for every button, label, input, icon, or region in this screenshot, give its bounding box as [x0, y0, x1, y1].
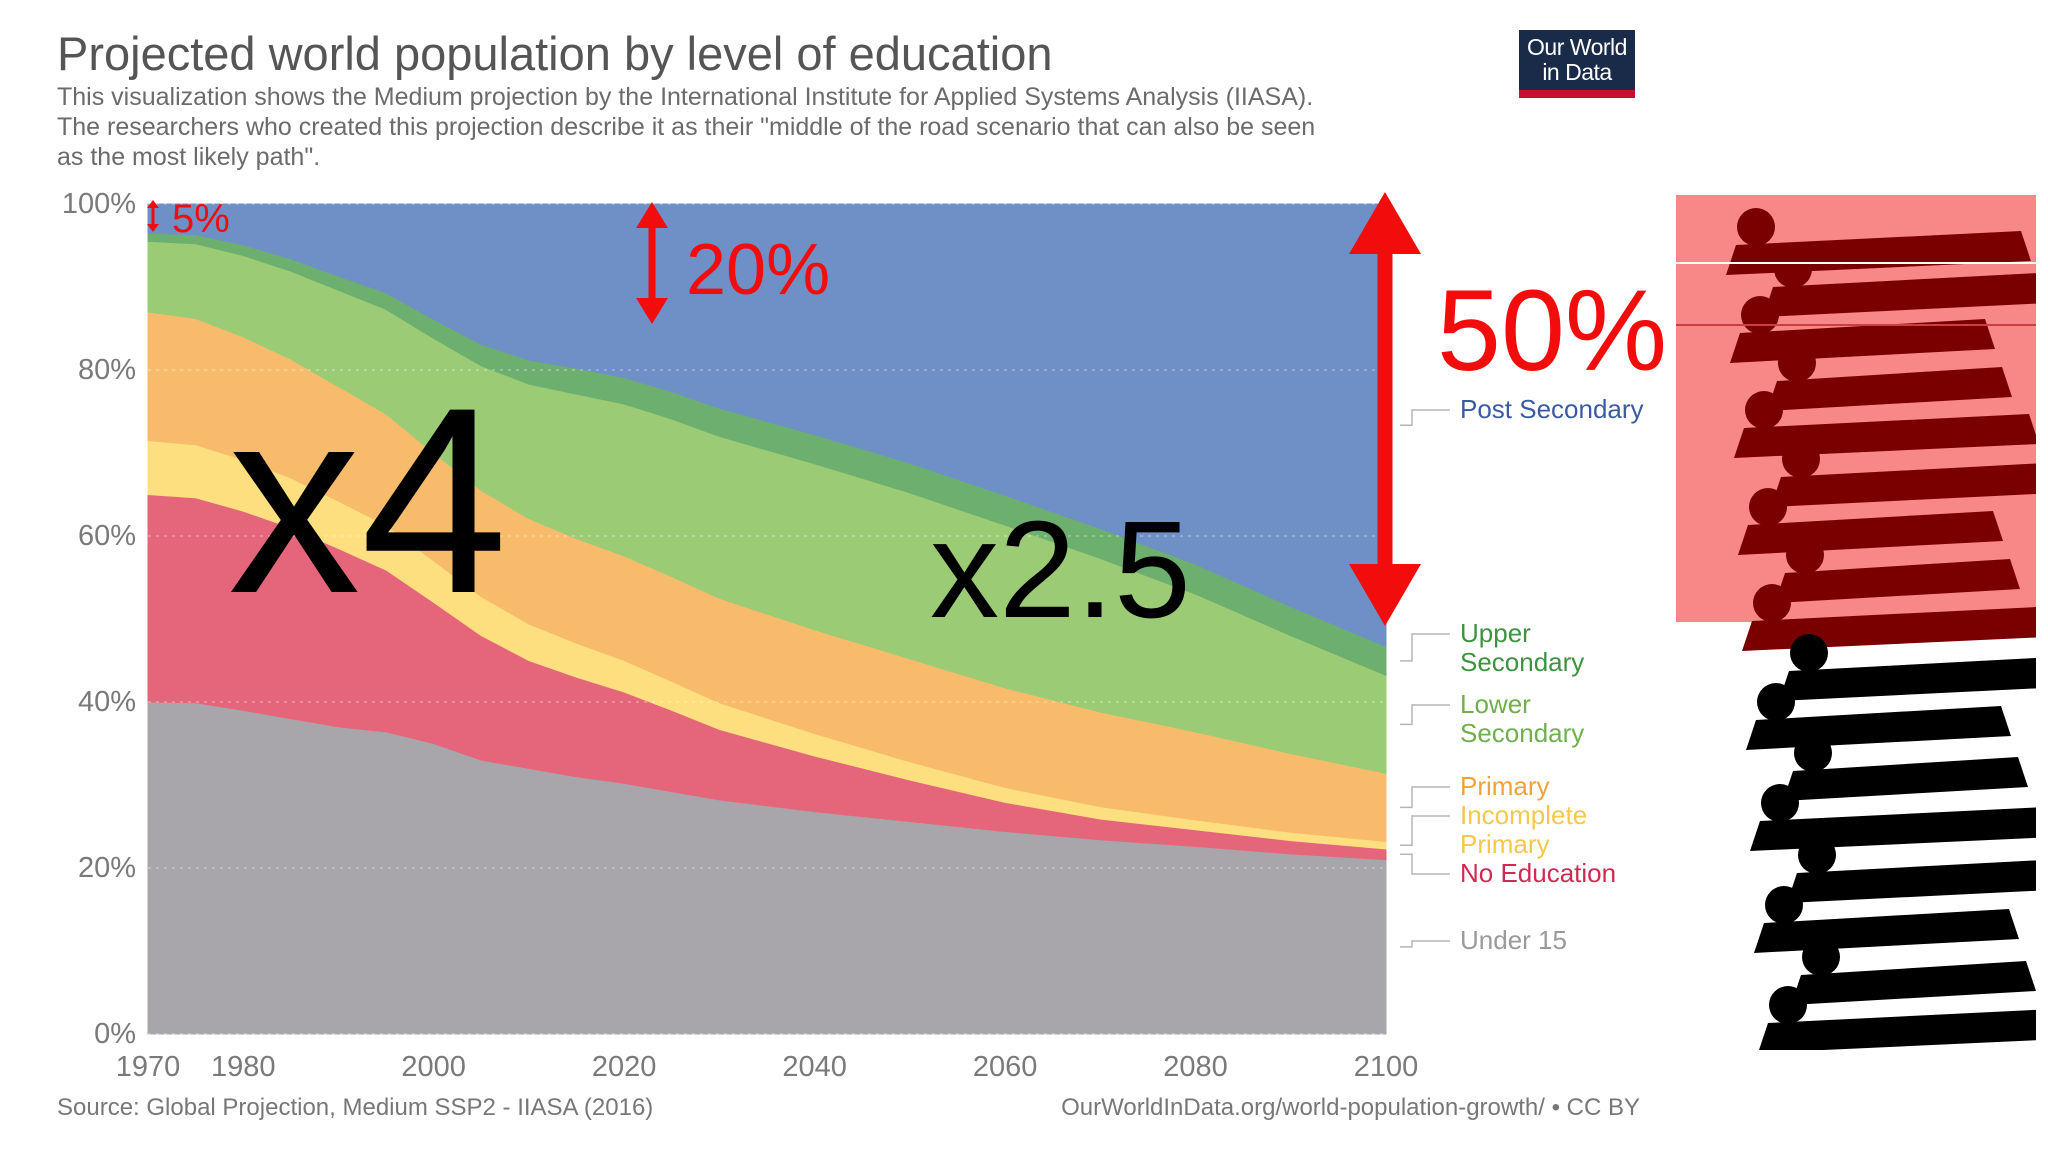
legend-label-lower-secondary: Secondary — [1460, 718, 1584, 748]
chart-subtitle-line-1: This visualization shows the Medium proj… — [57, 83, 1314, 111]
person-body — [1779, 657, 2048, 701]
y-tick-label: 20% — [78, 852, 136, 884]
person-body — [1758, 1009, 2048, 1053]
legend-label-post-secondary: Post Secondary — [1460, 394, 1644, 424]
arrow-50-percent-head-top — [1349, 192, 1421, 254]
legend-leader-incomplete-primary — [1400, 815, 1450, 846]
person-head — [1774, 250, 1812, 288]
x-axis: 1970 1980 2000 2020 2040 2060 2080 2100 — [116, 1051, 1419, 1083]
person-body — [1775, 559, 2020, 603]
x-tick-label: 2100 — [1354, 1051, 1419, 1083]
legend-label-upper-secondary: Secondary — [1460, 647, 1584, 677]
person-head — [1798, 836, 1836, 874]
legend-leader-under-15 — [1400, 940, 1450, 948]
person-head — [1761, 784, 1799, 822]
person-head — [1765, 886, 1803, 924]
y-tick-label: 60% — [78, 520, 136, 552]
person-head — [1782, 440, 1820, 478]
legend-label-upper-secondary: Upper — [1460, 618, 1531, 648]
legend-label-incomplete-primary: Incomplete — [1460, 800, 1587, 830]
person-head — [1794, 734, 1832, 772]
y-tick-label: 0% — [94, 1018, 136, 1050]
legend-label-incomplete-primary: Primary — [1460, 829, 1550, 859]
annotation-layer: 5% 20% 50% x4 x2.5 — [147, 192, 1667, 649]
x-tick-label: 2080 — [1163, 1051, 1228, 1083]
x-tick-label: 1970 — [116, 1051, 181, 1083]
credit-link[interactable]: OurWorldInData.org/world-population-grow… — [1061, 1094, 1640, 1121]
y-axis: 0% 20% 40% 60% 80% 100% — [62, 188, 136, 1050]
person-body — [1791, 961, 2036, 1005]
x-tick-label: 2060 — [973, 1051, 1038, 1083]
person-body — [1771, 463, 2048, 507]
arrow-5-percent-head-bottom — [147, 224, 159, 232]
label-50-percent: 50% — [1437, 267, 1667, 395]
crowd-silhouettes — [1676, 195, 2048, 1053]
logo-line-1: Our World — [1527, 34, 1627, 60]
chart-subtitle-line-3: as the most likely path". — [57, 143, 321, 171]
person-head — [1745, 391, 1783, 429]
legend-leader-lower-secondary — [1400, 704, 1450, 726]
label-20-percent: 20% — [686, 230, 830, 310]
person-head — [1741, 296, 1779, 334]
label-factor-x4: x4 — [228, 353, 508, 649]
legend: Post SecondaryUpperSecondaryLowerSeconda… — [1400, 394, 1644, 955]
legend-leader-post-secondary — [1400, 409, 1450, 426]
x-tick-label: 2000 — [401, 1051, 466, 1083]
person-head — [1737, 208, 1775, 246]
logo-line-2: in Data — [1542, 59, 1612, 85]
person-head — [1786, 536, 1824, 574]
grid-layer — [148, 203, 1386, 1035]
legend-label-primary: Primary — [1460, 771, 1550, 801]
person-body — [1783, 757, 2028, 801]
label-factor-x2-5: x2.5 — [930, 493, 1191, 647]
y-tick-label: 100% — [62, 188, 136, 220]
legend-leader-upper-secondary — [1400, 633, 1450, 662]
y-tick-label: 80% — [78, 354, 136, 386]
x-tick-label: 2040 — [782, 1051, 847, 1083]
arrow-20-percent-head-bottom — [636, 298, 668, 324]
person-body — [1767, 367, 2012, 411]
x-tick-label: 1980 — [211, 1051, 276, 1083]
legend-label-under-15: Under 15 — [1460, 925, 1567, 955]
person-body — [1787, 859, 2048, 903]
person-head — [1749, 488, 1787, 526]
chart-title: Projected world population by level of e… — [57, 27, 1053, 80]
person-head — [1778, 344, 1816, 382]
area-post-secondary — [147, 203, 1387, 648]
label-5-percent: 5% — [172, 197, 230, 241]
person-head — [1802, 938, 1840, 976]
legend-label-lower-secondary: Lower — [1460, 689, 1531, 719]
arrow-20-percent-head-top — [636, 202, 668, 228]
person-body — [1763, 273, 2048, 317]
chart-subtitle-line-2: The researchers who created this project… — [57, 113, 1316, 141]
legend-leader-no-education — [1400, 853, 1450, 875]
person-head — [1769, 986, 1807, 1024]
arrow-5-percent-head-top — [147, 200, 159, 208]
crowd-silhouette-group — [1676, 195, 2048, 1055]
person-head — [1757, 683, 1795, 721]
legend-leader-primary — [1400, 786, 1450, 809]
owid-logo[interactable]: Our World in Data — [1519, 30, 1635, 98]
source-note: Source: Global Projection, Medium SSP2 -… — [57, 1094, 654, 1121]
legend-label-no-education: No Education — [1460, 858, 1616, 888]
person-head — [1790, 634, 1828, 672]
arrow-50-percent-head-bottom — [1349, 564, 1421, 626]
person-head — [1753, 584, 1791, 622]
y-tick-label: 40% — [78, 686, 136, 718]
x-tick-label: 2020 — [592, 1051, 657, 1083]
area-layer — [147, 203, 1387, 1035]
